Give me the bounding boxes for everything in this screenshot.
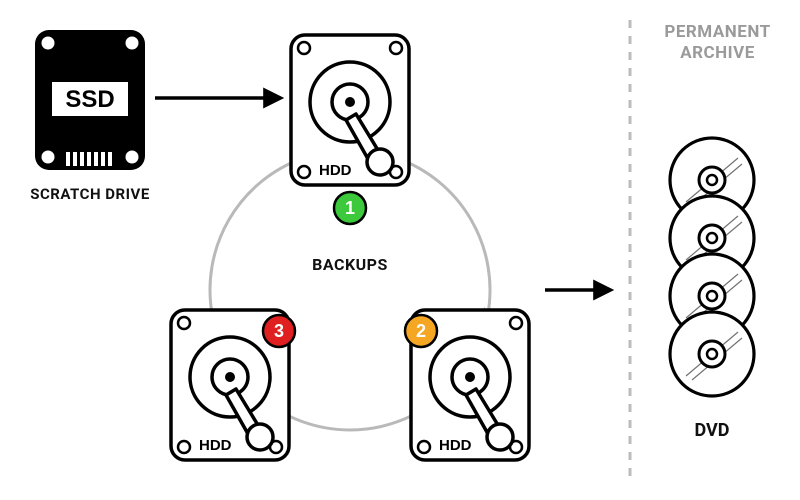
svg-text:3: 3 — [274, 321, 284, 341]
rotation-badge-1: 1 — [334, 192, 366, 224]
dvd-disc-4 — [670, 312, 754, 396]
rotation-arc-3 — [210, 158, 302, 314]
ssd-label: SSD — [65, 86, 114, 113]
rotation-badge-3: 3 — [263, 315, 295, 347]
ssd-caption: SCRATCH DRIVE — [30, 185, 150, 203]
rotation-badge-2: 2 — [405, 315, 437, 347]
ssd-icon: SSD — [35, 30, 145, 170]
hdd-label: HDD — [199, 437, 232, 454]
svg-text:1: 1 — [345, 198, 355, 218]
rotation-arc-1 — [398, 158, 490, 314]
hdd-label: HDD — [319, 162, 352, 179]
dvd-label: DVD — [670, 420, 754, 441]
backups-label: BACKUPS — [300, 255, 400, 274]
archive-header: PERMANENT ARCHIVE — [640, 22, 795, 65]
svg-text:2: 2 — [416, 321, 426, 341]
hdd-label: HDD — [439, 437, 472, 454]
hdd-icon: HDD — [291, 35, 409, 185]
